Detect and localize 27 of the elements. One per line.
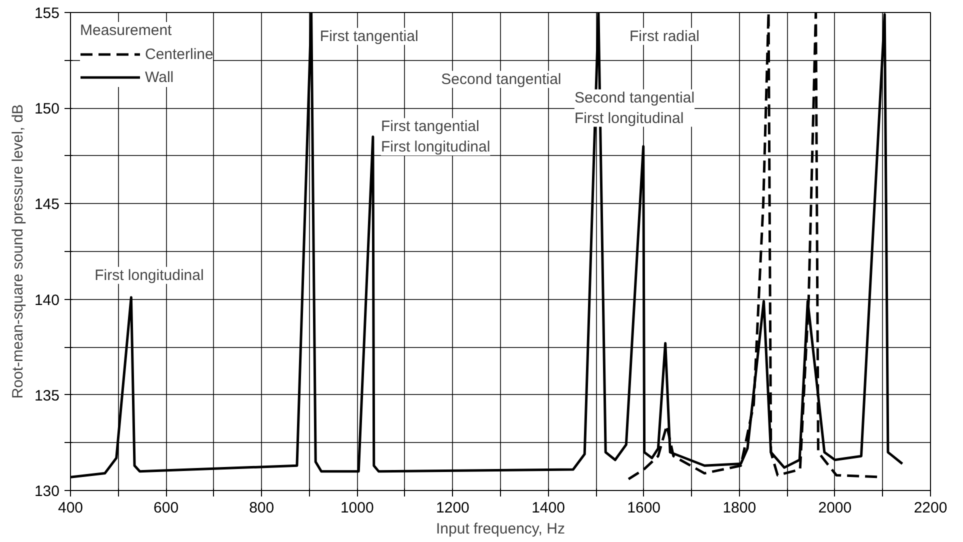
x-axis-title: Input frequency, Hz [436,520,565,538]
x-tick-label: 1000 [340,500,374,516]
x-tick-label: 800 [249,500,274,516]
x-tick-label: 1600 [627,500,661,516]
legend-label: Centerline [145,46,214,62]
annotation: Second tangential [441,70,562,88]
x-tick-label: 400 [58,500,84,516]
legend-title: Measurement [80,22,173,39]
legend-label: Wall [145,68,174,86]
y-tick-label: 135 [34,387,60,404]
y-tick-label: 155 [34,5,60,22]
x-tick-label: 1400 [532,500,565,516]
x-tick-label: 2000 [818,500,852,516]
annotation: First tangential [320,28,418,45]
y-tick-label: 150 [34,100,60,118]
annotation: Second tangential First longitudinal [574,89,695,127]
x-tick-label: 600 [154,500,179,516]
x-tick-label: 1200 [436,500,470,516]
y-tick-label: 145 [34,196,60,214]
annotation: First radial [630,28,700,45]
y-tick-label: 140 [34,292,60,309]
annotation: First tangential First longitudinal [380,118,490,156]
x-tick-label: 1800 [722,500,756,516]
x-tick-label: 2200 [914,500,948,516]
y-axis-title: Root-mean-square sound pressure level, dB [9,104,26,399]
annotation: First longitudinal [94,266,204,284]
y-tick-label: 130 [34,483,60,500]
